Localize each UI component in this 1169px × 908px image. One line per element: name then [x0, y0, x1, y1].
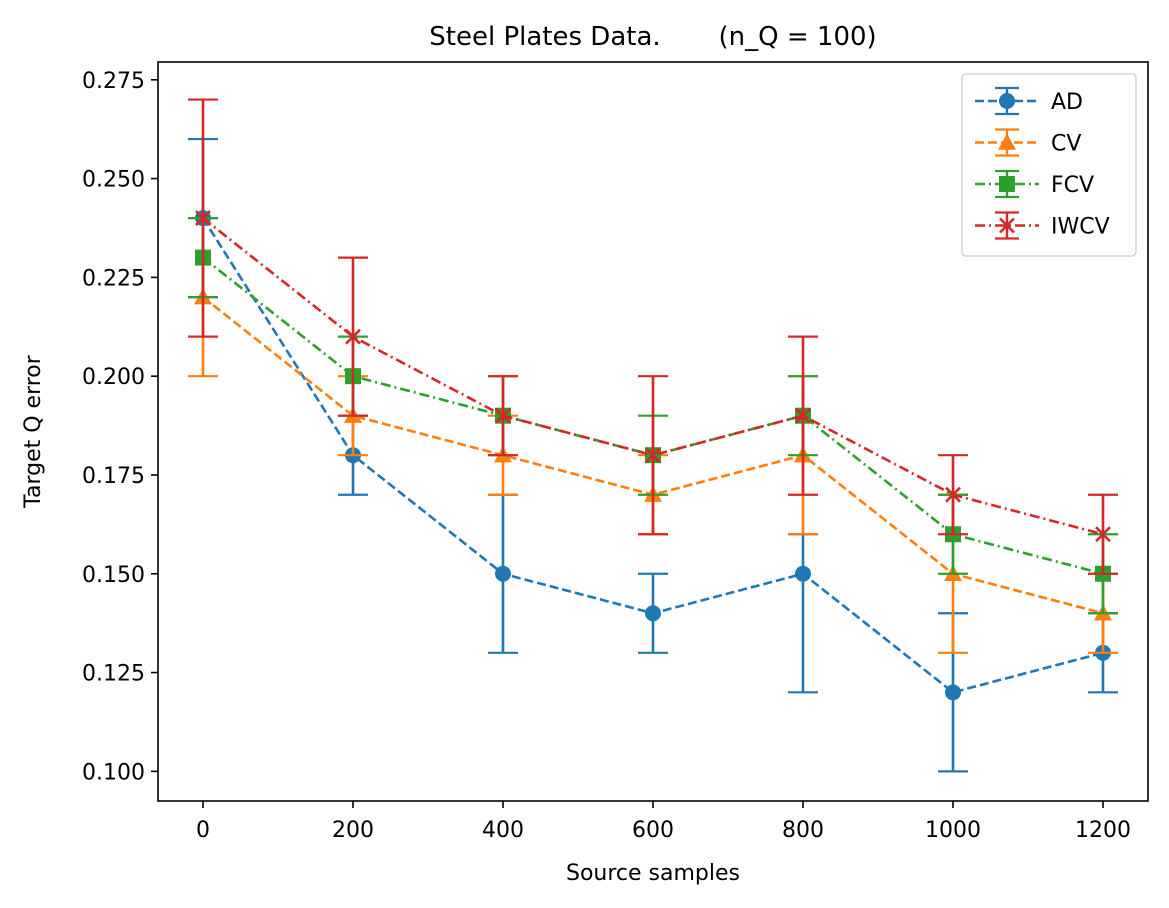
legend-entry-cv: CV: [975, 128, 1081, 157]
data-point-ad: [795, 565, 811, 582]
legend-entry-fcv: FCV: [975, 169, 1094, 199]
chart-title: Steel Plates Data. (n_Q = 100): [429, 22, 876, 52]
x-tick-label: 200: [332, 818, 374, 843]
series-iwcv: [188, 98, 1118, 575]
legend-label-fcv: FCV: [1051, 173, 1094, 198]
marker-stroke: [345, 328, 361, 345]
marker-stroke: [495, 407, 511, 424]
data-point-iwcv: [195, 210, 211, 227]
legend-marker-fcv: [999, 176, 1015, 192]
series-layer: [188, 98, 1118, 773]
marker-stroke: [945, 486, 961, 503]
legend-entry-iwcv: IWCV: [975, 211, 1110, 240]
data-point-iwcv: [795, 407, 811, 424]
legend-label-iwcv: IWCV: [1051, 215, 1110, 240]
legend-frame: [961, 73, 1137, 257]
legend-label-cv: CV: [1051, 132, 1081, 157]
legend: AD CV FCV IWCV: [961, 73, 1137, 257]
marker-stroke: [195, 210, 211, 227]
y-axis: 0.100 0.125 0.150 0.175 0.200 0.225 0.250 0.275: [82, 69, 158, 785]
data-point-ad: [945, 684, 961, 701]
legend-label-ad: AD: [1051, 90, 1083, 115]
x-tick-label: 0: [196, 818, 210, 843]
marker-stroke: [645, 447, 661, 464]
x-tick-label: 600: [632, 818, 674, 843]
error-bar-ad: [788, 533, 818, 694]
data-point-ad: [645, 605, 661, 622]
y-tick-label: 0.250: [82, 168, 145, 193]
data-point-iwcv: [345, 328, 361, 345]
marker-stroke: [999, 217, 1015, 234]
x-tick-label: 1000: [925, 818, 981, 843]
y-tick-label: 0.200: [82, 365, 145, 390]
y-tick-label: 0.225: [82, 266, 145, 291]
legend-marker-cv: [998, 133, 1016, 150]
marker-stroke: [1095, 526, 1111, 543]
y-tick-label: 0.150: [82, 563, 145, 588]
x-tick-label: 800: [782, 818, 824, 843]
data-point-ad: [495, 565, 511, 582]
x-axis: 0 200 400 600 800 1000 1200: [196, 801, 1131, 843]
data-point-iwcv: [945, 486, 961, 503]
legend-marker-iwcv: [999, 217, 1015, 234]
data-point-iwcv: [495, 407, 511, 424]
y-tick-label: 0.175: [82, 464, 145, 489]
data-point-iwcv: [1095, 526, 1111, 543]
y-tick-label: 0.100: [82, 760, 145, 785]
data-point-iwcv: [645, 447, 661, 464]
x-tick-label: 400: [482, 818, 524, 843]
x-axis-label: Source samples: [566, 861, 740, 886]
legend-marker-ad: [999, 93, 1015, 109]
y-tick-label: 0.275: [82, 69, 145, 94]
marker-stroke: [795, 407, 811, 424]
legend-entry-ad: AD: [975, 86, 1083, 116]
y-axis-label: Target Q error: [21, 354, 46, 509]
y-tick-label: 0.125: [82, 662, 145, 687]
x-tick-label: 1200: [1075, 818, 1131, 843]
